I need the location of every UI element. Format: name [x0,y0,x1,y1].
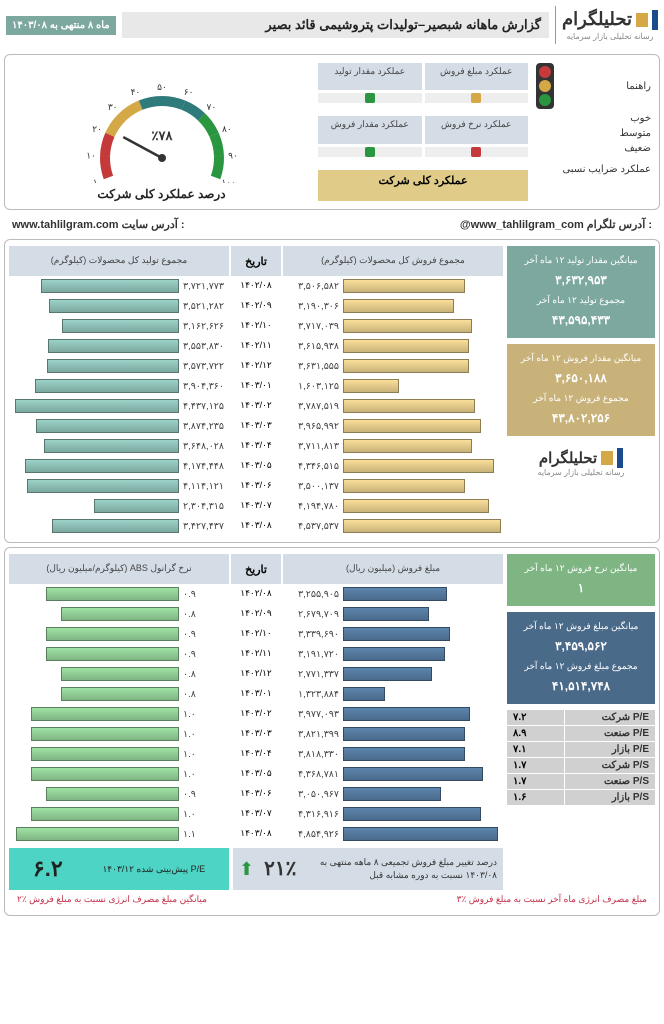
logo-block: تحلیلگرام رسانه تحلیلی بازار سرمایه [562,9,658,41]
date-column-2: تاریخ۱۴۰۲/۰۸۱۴۰۲/۰۹۱۴۰۲/۱۰۱۴۰۲/۱۱۱۴۰۲/۱۲… [231,554,281,844]
logo-subtitle: رسانه تحلیلی بازار سرمایه [567,32,654,41]
contact-bar: آدرس تلگرام : @www_tahlilgram_com آدرس س… [0,214,664,235]
production-bars: مجموع تولید کل محصولات (کیلوگرم)۳,۷۲۱,۷۷… [9,246,229,536]
performance-grid: عملکرد مبلغ فروشعملکرد مقدار تولیدعملکرد… [318,63,528,201]
traffic-light-icon [536,63,554,109]
sales-bars: مجموع فروش کل محصولات (کیلوگرم)۳,۵۰۶,۵۸۲… [283,246,503,536]
legend: راهنما خوب متوسط ضعیف عملکرد ضرایب نسبی [536,63,651,201]
svg-text:۵۰: ۵۰ [157,82,167,92]
pe-ratios: P/E شرکت۷.۲P/E صنعت۸.۹P/E بازار۷.۱P/S شر… [507,710,655,805]
stat-sales: میانگین مقدار فروش ۱۲ ماه آخر۳,۶۵۰,۱۸۸ م… [507,344,655,436]
mini-logo: تحلیلگرام رسانه تحلیلی بازار سرمایه [507,448,655,477]
gauge-caption: درصد عملکرد کلی شرکت [97,187,225,201]
svg-text:٪۷۸: ٪۷۸ [151,128,173,143]
svg-text:۱: ۱ [92,177,97,183]
forecast-pe: P/E پیش‌بینی شده ۱۴۰۳/۱۲ ۶.۲ [9,848,229,890]
svg-text:۷۰: ۷۰ [206,102,216,112]
svg-text:۶۰: ۶۰ [183,87,193,97]
stat-amount: میانگین مبلغ فروش ۱۲ ماه آخر۳,۴۵۹,۵۶۲ مج… [507,612,655,704]
logo-text: تحلیلگرام [562,9,632,30]
header: تحلیلگرام رسانه تحلیلی بازار سرمایه گزار… [0,0,664,50]
amount-bars: مبلغ فروش (میلیون ریال)۳,۲۵۵,۹۰۵۲,۶۷۹,۷۰… [283,554,503,844]
date-column: تاریخ۱۴۰۲/۰۸۱۴۰۲/۰۹۱۴۰۲/۱۰۱۴۰۲/۱۱۱۴۰۲/۱۲… [231,246,281,536]
svg-text:۴۰: ۴۰ [130,87,140,97]
date-tag: ماه ۸ منتهی به ۱۴۰۳/۰۸ [6,16,116,35]
stat-rate: میانگین نرخ فروش ۱۲ ماه آخر۱ [507,554,655,606]
stat-production: میانگین مقدار تولید ۱۲ ماه آخر۳,۶۳۲,۹۵۳ … [507,246,655,338]
svg-text:۲۰: ۲۰ [92,124,102,134]
svg-text:۱۰: ۱۰ [86,151,96,161]
svg-text:۳۰: ۳۰ [107,102,117,112]
energy-footer: مبلغ مصرف انرژی ماه آخر نسبت به مبلغ فرو… [9,890,655,909]
svg-text:۹۰: ۹۰ [228,151,238,161]
arrow-up-icon: ⬆ [239,856,254,883]
section-1: میانگین مقدار تولید ۱۲ ماه آخر۳,۶۳۲,۹۵۳ … [4,239,660,543]
gauge-chart: ۱ ۱۰ ۲۰ ۳۰ ۴۰ ۵۰ ۶۰ ۷۰ ۸۰ ۹۰ ۱۰۰ ٪۷۸ [77,63,247,183]
section-2: میانگین نرخ فروش ۱۲ ماه آخر۱ میانگین مبل… [4,547,660,916]
svg-text:۸۰: ۸۰ [222,124,232,134]
rate-bars: نرخ گرانول ABS (کیلوگرم/میلیون ریال)۰.۹۰… [9,554,229,844]
pct-change: درصد تغییر مبلغ فروش تجمیعی ۸ ماهه منتهی… [233,848,503,890]
report-title: گزارش ماهانه شبصیر–تولیدات پتروشیمی قائد… [122,12,549,38]
svg-text:۱۰۰: ۱۰۰ [221,177,236,183]
